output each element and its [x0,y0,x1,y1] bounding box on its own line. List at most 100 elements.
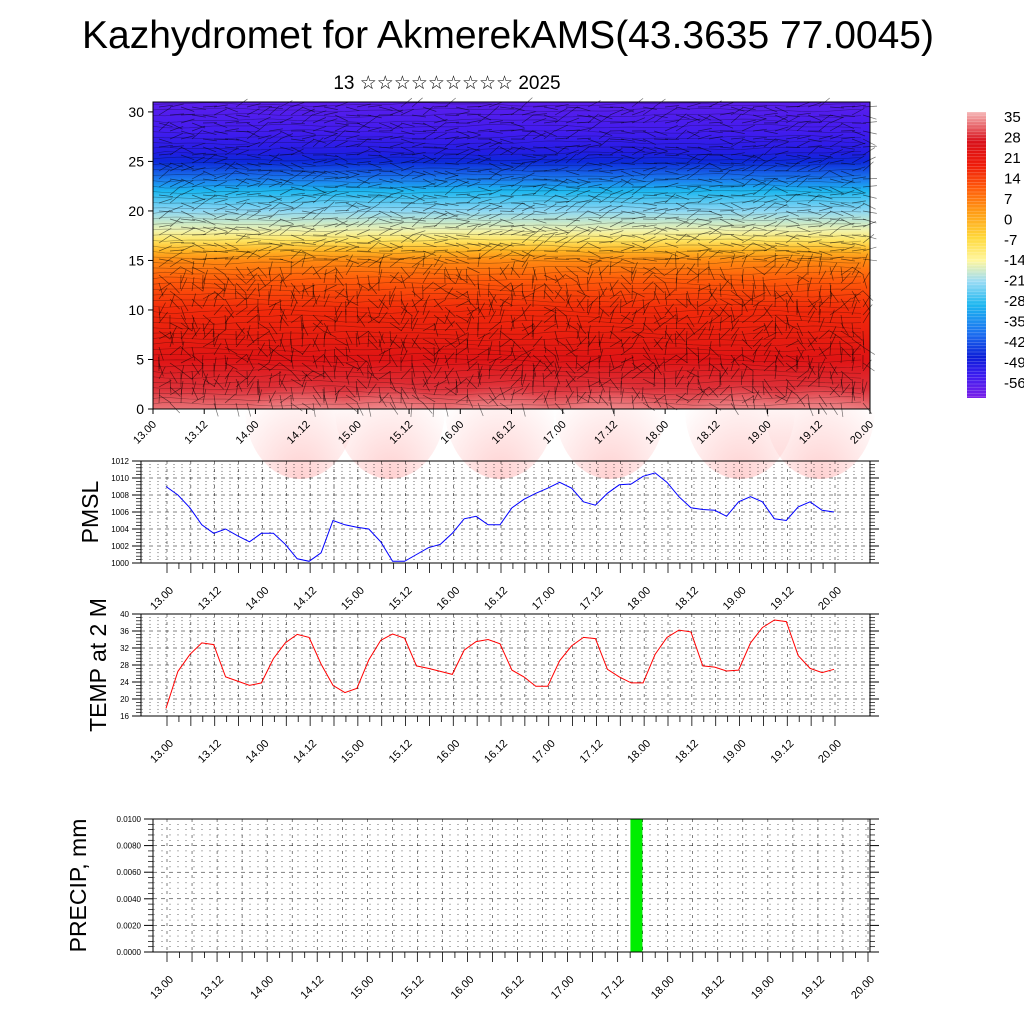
wind-barb [741,177,754,188]
y-axis-title: TEMP at 2 M [85,598,111,732]
wind-barb [686,130,700,138]
wind-barb [862,156,876,164]
wind-barb [576,295,586,308]
x-tick-label: 19.00 [721,738,749,766]
wind-barb [322,364,325,380]
wind-barb [730,357,735,372]
wind-barb [719,169,731,180]
wind-barb [686,370,700,378]
wind-barb [191,226,206,233]
wind-barb [763,112,778,116]
wind-barb [356,179,369,188]
wind-barb [741,298,748,313]
wind-barb [234,284,237,300]
wind-barb [477,347,491,356]
wind-barb [411,394,424,404]
wind-barb [422,370,429,385]
wind-barb [576,181,591,188]
wind-barb [466,146,481,152]
wind-barb [466,268,468,284]
wind-barb [686,154,701,161]
wind-barb [499,282,512,292]
wind-barb [752,180,766,188]
wind-barb [862,147,876,156]
wind-barb [499,309,505,324]
wind-barb [697,285,701,300]
wind-barb [796,394,806,407]
wind-barb [763,332,777,340]
wind-barb [389,242,404,249]
wind-barb [224,373,230,388]
wind-barb [587,218,602,223]
wind-barb [642,346,651,359]
wind-barb [587,325,591,340]
wind-barb [543,338,547,353]
wind-barb [268,285,272,300]
wind-barb [488,394,499,407]
wind-barb [862,346,875,355]
wind-barb [367,168,382,172]
wind-barb [807,138,822,143]
wind-barb [213,333,220,348]
wind-barb [818,366,826,380]
wind-barb [422,251,436,260]
wind-barb [488,220,502,228]
wind-barb [477,365,483,380]
wind-barb [499,242,514,247]
wind-barb [268,373,273,388]
wind-barb [367,274,371,289]
wind-barb [532,185,544,196]
wind-barb [499,194,514,198]
wind-barb [543,178,558,181]
wind-barb [301,381,307,396]
wind-barb [235,191,250,196]
x-tick-label: 17.12 [599,974,627,1002]
wind-barb [532,154,547,157]
wind-barb [312,338,320,352]
wind-barb [488,189,502,196]
y-tick-label: 1008 [111,491,129,500]
wind-barb [476,290,479,306]
wind-barb [235,130,250,133]
wind-barb [180,341,185,356]
wind-barb [565,218,578,228]
wind-barb [675,162,690,165]
wind-barb [862,304,873,316]
wind-barb [609,362,611,378]
wind-barb [730,367,740,380]
wind-barb [257,251,271,260]
wind-barb [741,155,755,164]
wind-barb [829,293,832,308]
wind-barb [653,372,656,388]
wind-barb [576,325,581,340]
wind-barb [763,337,775,348]
wind-barb [708,317,713,332]
wind-barb [774,324,777,340]
wind-barb [433,132,447,140]
wind-barb [697,386,709,397]
wind-barb [488,145,500,156]
wind-barb [587,269,594,284]
wind-barb [169,193,182,204]
wind-barb [752,136,767,140]
wind-barb [642,146,657,152]
wind-barb [543,274,557,282]
wind-barb [389,322,402,332]
x-tick-label: 17.12 [578,585,606,613]
wind-barb [730,185,745,188]
wind-barb [389,330,392,345]
wind-barb [213,122,228,128]
wind-barb [675,276,678,292]
wind-barb [774,150,789,156]
wind-barb [565,131,578,140]
wind-barb [400,256,415,260]
wind-barb [510,338,522,350]
wind-barb [334,269,338,284]
wind-barb [158,121,170,132]
wind-barb [807,253,813,268]
wind-barb [235,322,245,335]
isotherm-contour [152,172,862,178]
wind-barb [433,284,447,292]
isotherm-contour [152,314,862,320]
wind-barb [664,146,680,149]
